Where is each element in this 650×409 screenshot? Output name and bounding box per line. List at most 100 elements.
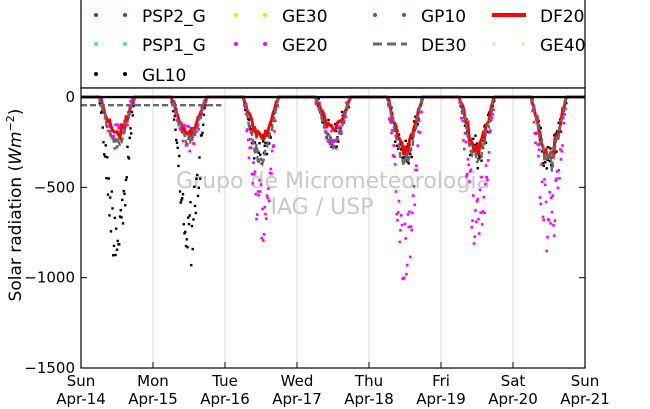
legend-swatch-dot <box>123 13 127 17</box>
x-tick-label-day: Sun <box>571 372 600 390</box>
data-point <box>273 130 276 133</box>
x-tick-label-day: Wed <box>281 372 314 390</box>
axes: 0−500−1000−1500SunApr-14MonApr-15TueApr-… <box>24 88 610 408</box>
data-point <box>180 198 183 202</box>
data-point <box>128 136 131 140</box>
legend-label: GE20 <box>282 36 328 56</box>
data-point <box>318 101 321 105</box>
legend-swatch-dot <box>123 72 127 76</box>
watermark-line-1: Grupo de Micrometeorologia <box>176 169 490 194</box>
data-point <box>345 101 348 104</box>
data-point <box>400 223 404 227</box>
data-point <box>203 106 206 110</box>
x-tick-label-day: Fri <box>432 372 450 390</box>
data-point <box>333 139 337 143</box>
data-point <box>393 163 397 166</box>
data-point <box>328 142 332 146</box>
legend-swatch-dot <box>94 42 98 46</box>
data-point <box>486 178 489 182</box>
data-point <box>192 142 196 146</box>
data-point <box>557 121 560 125</box>
data-point <box>179 201 182 204</box>
data-point <box>105 176 108 180</box>
data-point <box>261 134 264 137</box>
legend-label: GE30 <box>282 7 328 27</box>
data-point <box>120 131 124 135</box>
data-point <box>250 172 254 176</box>
legend-label: PSP2_G <box>142 7 206 27</box>
data-point <box>541 161 545 165</box>
data-point <box>178 190 182 193</box>
data-point <box>132 104 135 108</box>
series-layer <box>81 95 585 281</box>
data-point <box>250 141 254 145</box>
data-point <box>335 145 338 148</box>
data-point <box>404 139 407 143</box>
data-point <box>196 173 199 177</box>
data-point <box>199 177 202 180</box>
data-point <box>115 138 119 142</box>
legend-entry-ge20: GE20 <box>234 36 328 56</box>
data-point <box>317 97 320 100</box>
data-point <box>415 168 419 172</box>
data-point <box>402 276 406 280</box>
data-point <box>553 134 556 137</box>
data-point <box>464 140 468 144</box>
data-point <box>480 223 484 226</box>
data-point <box>488 131 492 134</box>
data-point <box>173 114 176 118</box>
legend-swatch-dot <box>123 42 127 46</box>
data-point <box>200 134 203 137</box>
legend-entry-ge30: GE30 <box>234 7 328 27</box>
legend-swatch-dot <box>263 13 267 17</box>
data-point <box>473 235 477 239</box>
legend-entry-psp1_g: PSP1_G <box>94 36 206 56</box>
legend-label: GP10 <box>421 7 466 27</box>
data-point <box>269 136 272 139</box>
data-point <box>253 157 256 160</box>
data-point <box>553 219 557 222</box>
data-point <box>387 104 390 108</box>
data-point <box>197 127 201 131</box>
data-point <box>408 210 411 214</box>
data-point <box>185 238 188 241</box>
data-point <box>114 253 117 257</box>
data-point <box>476 166 479 170</box>
data-point <box>324 135 328 139</box>
data-point <box>110 190 113 193</box>
data-point <box>121 222 125 225</box>
data-point <box>269 167 273 171</box>
data-point <box>181 197 184 200</box>
data-point <box>266 196 270 200</box>
data-point <box>314 100 318 104</box>
data-point <box>109 230 113 233</box>
data-point <box>409 152 412 156</box>
data-point <box>480 175 483 179</box>
data-point <box>126 123 129 127</box>
data-point <box>263 144 266 147</box>
data-point <box>470 225 474 229</box>
data-point <box>399 228 402 232</box>
x-tick-label-date: Apr-15 <box>128 390 178 408</box>
data-point <box>391 154 395 157</box>
data-point <box>469 168 473 172</box>
data-point <box>264 141 267 145</box>
data-point <box>534 141 537 145</box>
data-point <box>395 144 398 148</box>
plot-area: Grupo de Micrometeorologia IAG / USP 0 −5… <box>24 87 610 408</box>
data-point <box>492 108 495 112</box>
data-point <box>181 139 185 143</box>
data-point <box>544 200 548 204</box>
data-point <box>474 134 477 137</box>
data-point <box>184 230 187 234</box>
data-point <box>479 211 483 214</box>
data-point <box>330 141 334 145</box>
legend-swatch-dot <box>234 42 238 46</box>
data-point <box>270 123 273 127</box>
data-point <box>198 156 201 159</box>
data-point <box>121 198 124 202</box>
data-point <box>472 137 475 140</box>
data-point <box>549 222 552 225</box>
data-point <box>253 170 257 173</box>
data-point <box>491 112 495 116</box>
